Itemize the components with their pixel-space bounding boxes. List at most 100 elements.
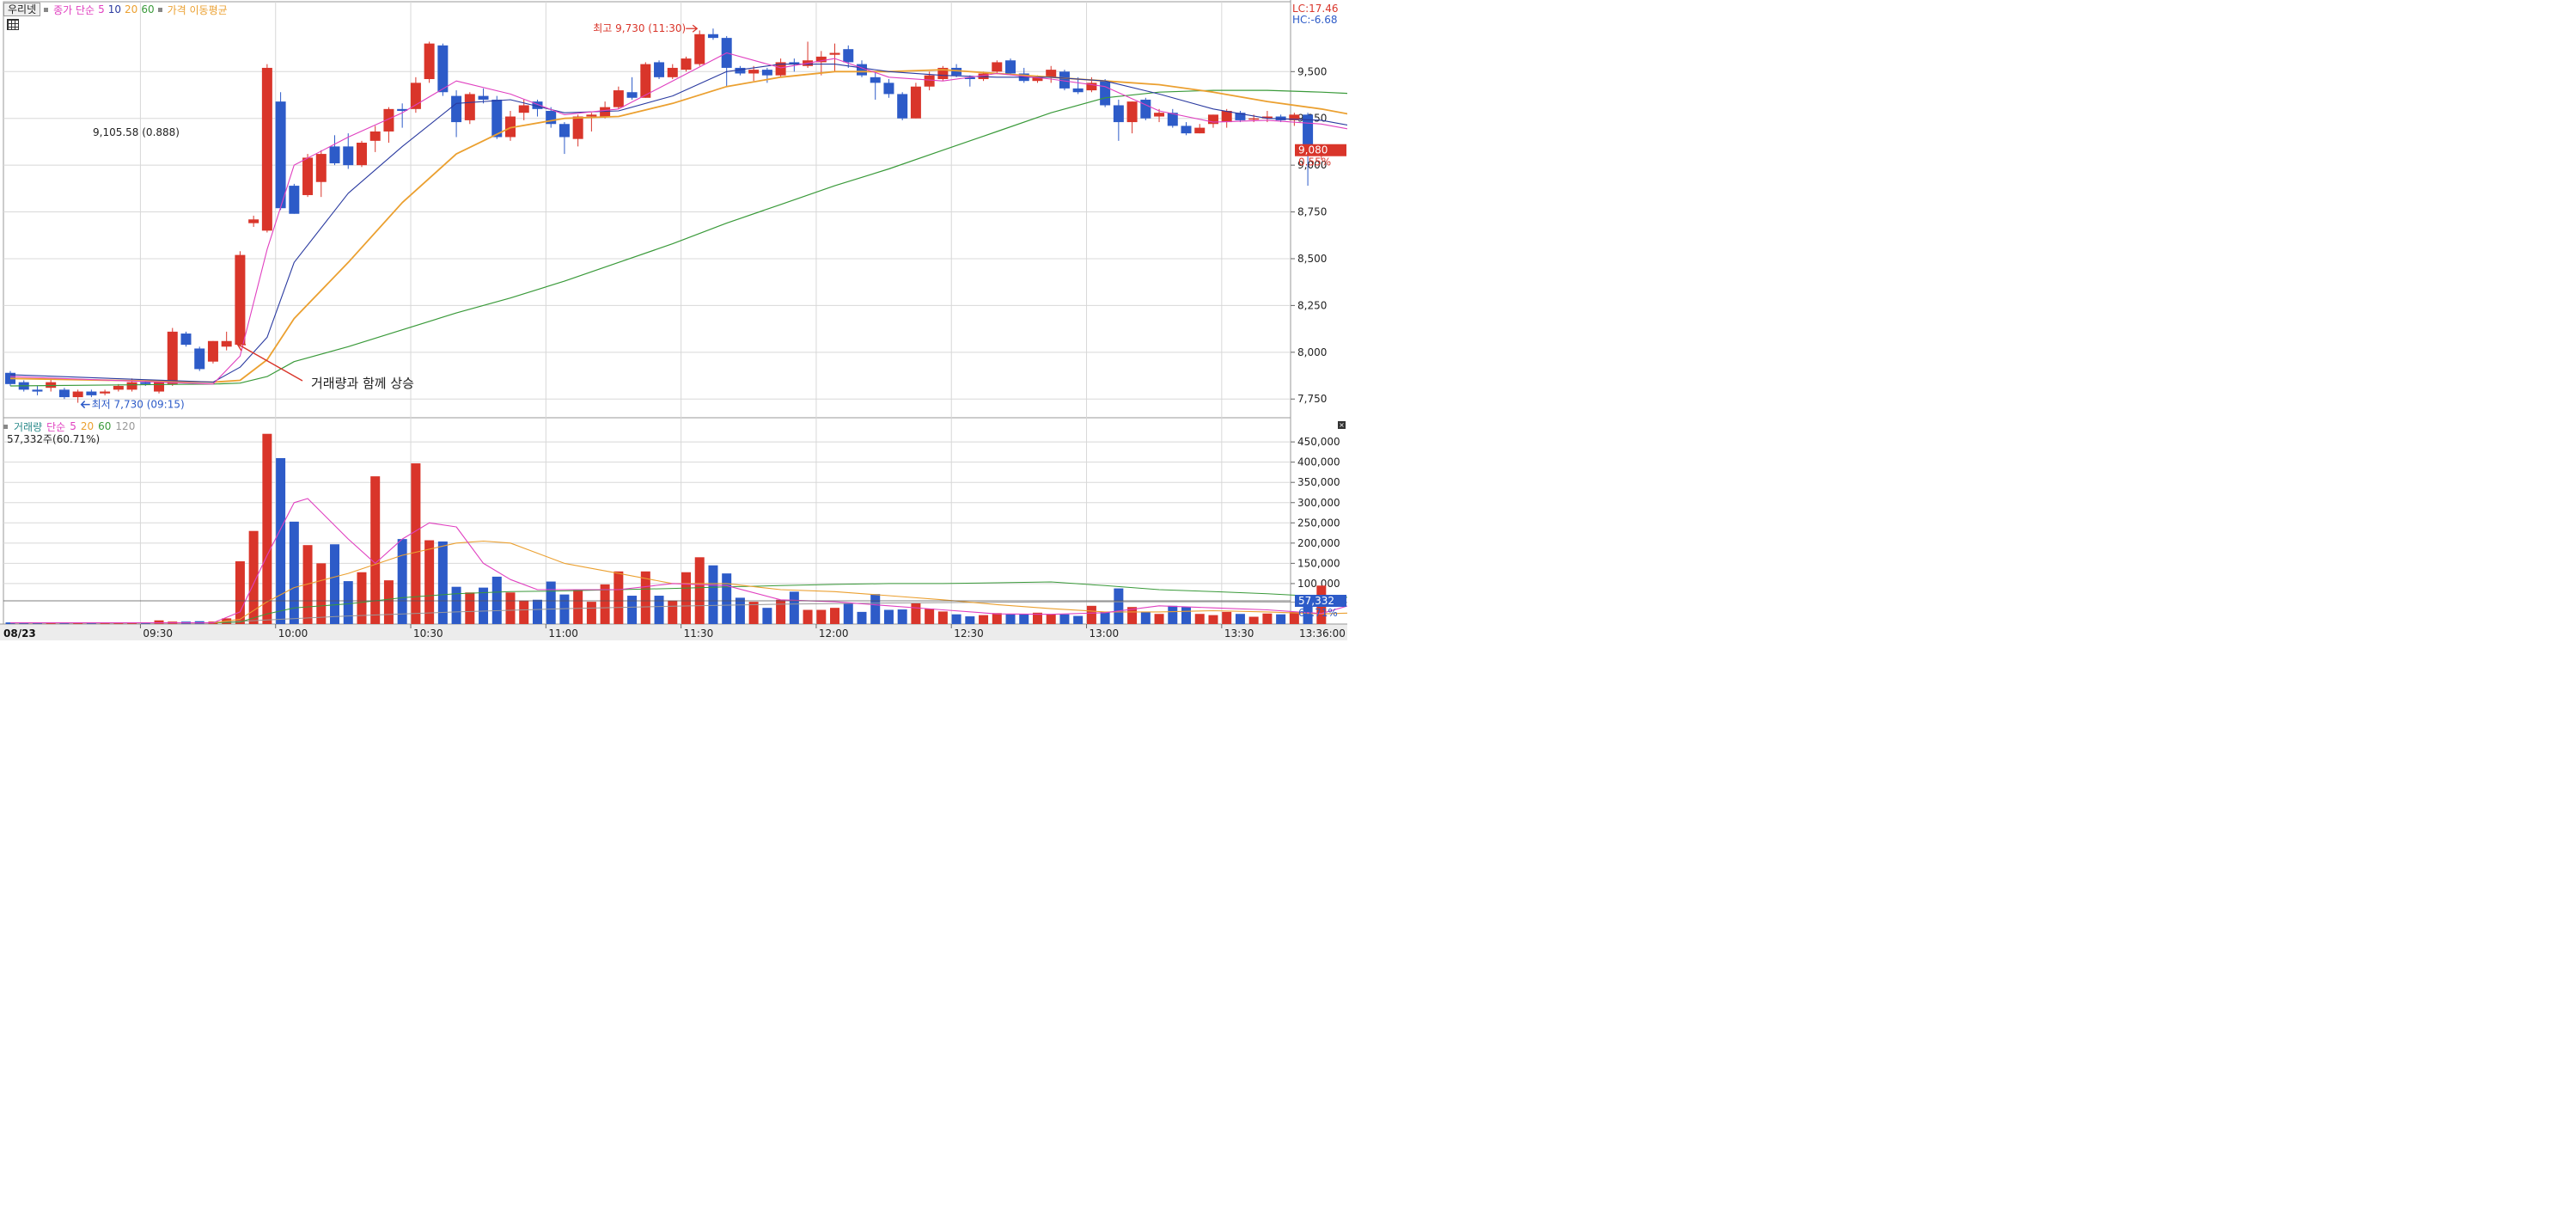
candle: [694, 30, 705, 66]
volume-ma-prefix: 단순: [46, 420, 66, 433]
volume-bar: [343, 581, 353, 624]
candle-body: [289, 186, 300, 214]
candle: [640, 62, 651, 98]
volume-bar: [532, 599, 542, 624]
candle-body: [897, 94, 908, 119]
hc-label: HC:-6.68: [1292, 14, 1338, 26]
price-ma5-line: [9, 52, 1347, 385]
volume-bar: [559, 594, 570, 624]
volume-bar: [694, 557, 705, 624]
candle-body: [1100, 81, 1111, 106]
candle-body: [654, 62, 665, 77]
candle-body: [910, 86, 921, 119]
volume-bar: [681, 572, 691, 624]
candle: [180, 331, 192, 347]
candle-body: [856, 64, 867, 76]
candle: [221, 331, 232, 351]
volume-bar: [316, 563, 327, 624]
candle: [992, 60, 1003, 74]
price-ma20-line: [9, 69, 1347, 383]
volume-bar: [776, 599, 786, 624]
time-tick-label: 11:00: [548, 627, 578, 640]
volume-bar: [1168, 605, 1178, 624]
candle-body: [1289, 114, 1300, 120]
end-time-label: 13:36:00: [1299, 627, 1346, 640]
volume-tick-labels: 450,000 400,000 350,000 300,000 250,000 200,0…: [1297, 436, 1340, 590]
candle-body: [613, 90, 624, 107]
candle-body: [410, 83, 421, 109]
candle: [235, 251, 246, 347]
volume-bar: [1181, 607, 1192, 624]
candle-body: [1072, 88, 1084, 93]
candle-body: [964, 76, 975, 80]
volume-bar: [1222, 611, 1232, 624]
candle-body: [761, 70, 772, 76]
candle: [464, 92, 475, 125]
candle: [100, 389, 111, 395]
volume-bar: [1114, 588, 1124, 624]
candle-body: [315, 154, 327, 182]
candle-body: [1005, 60, 1016, 74]
volume-ma120-label: 120: [115, 420, 136, 432]
volume-bar: [1086, 605, 1096, 624]
price-tick-label: 8,250: [1297, 299, 1327, 311]
close-icon[interactable]: ×: [1338, 421, 1346, 429]
candle-body: [221, 340, 232, 347]
candle: [735, 65, 746, 76]
volume-bar: [519, 600, 529, 624]
candle-body: [248, 219, 259, 223]
current-volume-label: 57,332: [1298, 595, 1334, 607]
volume-bar: [1100, 611, 1110, 624]
candle-body: [870, 76, 881, 83]
candle: [46, 378, 57, 392]
volume-tick-label: 250,000: [1297, 517, 1340, 529]
product-selector[interactable]: 우리넷: [3, 3, 41, 16]
candle: [437, 43, 449, 96]
volume-bar: [546, 581, 556, 624]
volume-bar: [73, 622, 83, 624]
volume-bar: [925, 609, 935, 624]
candle-body: [640, 64, 651, 98]
price-tick-label: 9,000: [1297, 159, 1327, 171]
candle: [289, 183, 300, 214]
candle-body: [667, 67, 678, 77]
volume-bar: [1005, 614, 1016, 624]
volume-bar: [979, 615, 989, 624]
time-tick-label: 10:00: [278, 627, 308, 640]
candle-body: [194, 348, 205, 370]
volume-readout: 57,332주(60.71%): [7, 433, 101, 445]
volume-bar: [276, 457, 286, 624]
candle: [829, 43, 840, 72]
candle-body: [86, 391, 97, 395]
candle-body: [1261, 116, 1273, 119]
candle-body: [789, 62, 800, 64]
candle-body: [464, 94, 475, 120]
candle: [5, 370, 15, 386]
candle: [491, 95, 503, 139]
volume-bar: [789, 591, 799, 624]
volume-bar: [654, 596, 664, 624]
candle-body: [437, 45, 449, 93]
price-tick-label: 9,500: [1297, 65, 1327, 77]
current-price-label: 9,080: [1298, 144, 1328, 156]
candle-body: [1194, 127, 1206, 134]
candle-body: [1154, 113, 1165, 117]
candle: [1194, 124, 1206, 134]
volume-bar: [330, 544, 340, 624]
candle-body: [1086, 83, 1097, 91]
candle-body: [113, 385, 124, 390]
volume-bar: [140, 622, 150, 624]
time-axis-bg: [0, 624, 1347, 640]
volume-bar: [1127, 607, 1138, 624]
price-tick-label: 8,000: [1297, 346, 1327, 358]
candle: [86, 389, 97, 398]
candle-body: [1221, 111, 1232, 123]
candle-body: [815, 56, 827, 63]
candle-body: [1140, 99, 1151, 119]
table-view-icon[interactable]: [7, 19, 19, 30]
volume-bar: [816, 609, 827, 624]
candle-body: [451, 95, 462, 123]
candle-body: [126, 382, 137, 390]
candle-body: [518, 105, 529, 113]
candle-body: [1167, 113, 1178, 126]
